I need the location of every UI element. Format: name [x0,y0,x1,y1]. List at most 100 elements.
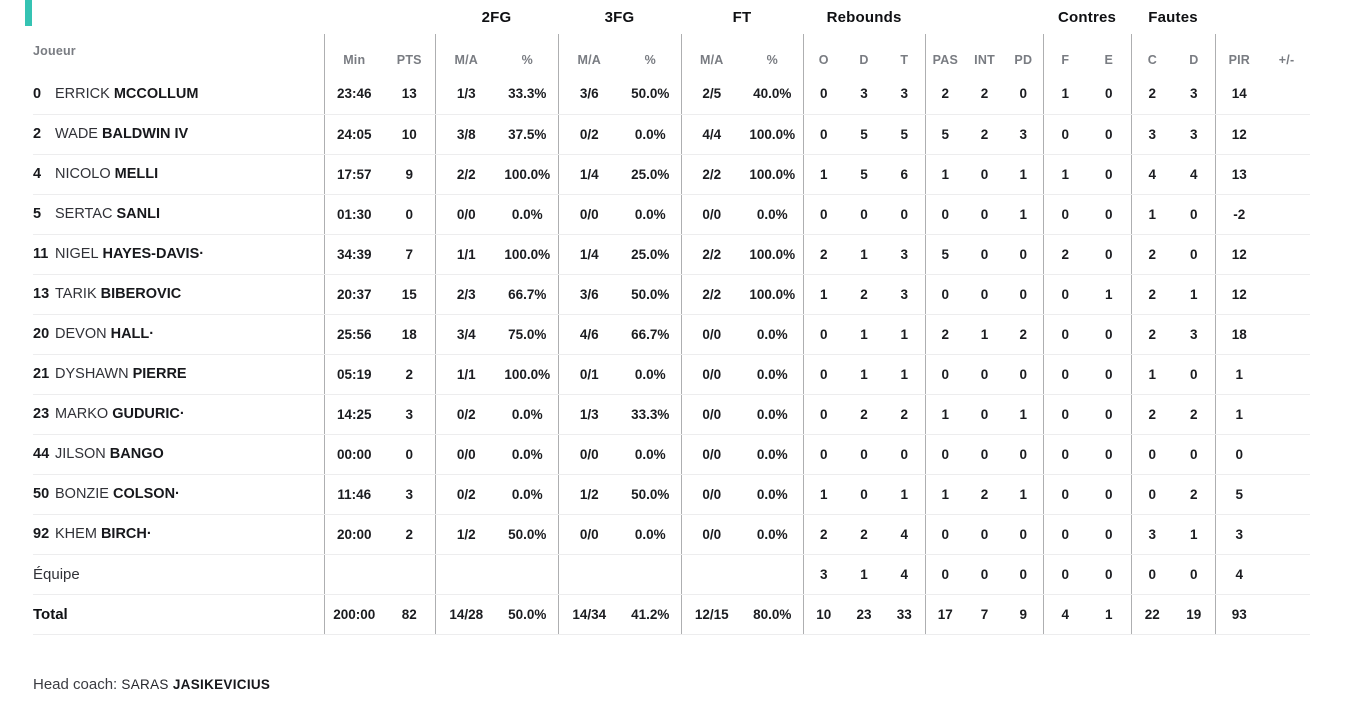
col-header-int: INT [974,53,995,67]
cell-fg3-ma: 4/6 [557,314,620,355]
cell-fg3-pct: 50.0% [620,274,681,315]
player-name-cell[interactable]: 5 SERTAC SANLI [33,194,324,235]
player-name-cell[interactable]: 23 MARKO GUDURIC· [33,394,324,435]
cell-plus-minus [1263,154,1311,195]
player-first-name: JILSON [55,446,106,462]
team-label: Équipe [33,554,324,595]
cell-foul-c: 2 [1130,74,1174,115]
player-name-cell[interactable]: 13 TARIK BIBEROVIC [33,274,324,315]
cell-blk-e: 0 [1087,354,1132,395]
player-row: 5 SERTAC SANLI 01:30 0 0/0 0.0% 0/0 0.0% 0/0 0.0%… [33,194,1311,235]
player-name-cell[interactable]: 2 WADE BALDWIN IV [33,114,324,155]
cell-pts: 2 [384,514,435,555]
cell-pts: 9 [384,154,435,195]
cell-min: 23:46 [323,74,384,115]
cell-fg2-ma: 1/1 [434,354,497,395]
cell-min: 14:25 [323,394,384,435]
col-group-2fg: 2FG [481,9,512,26]
player-last-name: HAYES-DAVIS· [102,246,205,262]
cell-pir: 5 [1214,474,1264,515]
cell-plus-minus [1263,394,1311,435]
player-name-cell[interactable]: 20 DEVON HALL· [33,314,324,355]
spacer [925,6,1043,34]
player-name-cell[interactable]: 92 KHEM BIRCH· [33,514,324,555]
player-number: 5 [33,206,42,222]
cell-blk-f: 0 [1042,274,1088,315]
col-header-min: Min [323,34,384,74]
cell-fg3-pct: 0.0% [620,194,681,235]
col-header-reb-o: O [802,34,845,74]
cell-blk-f: 0 [1042,194,1088,235]
cell-pd: 0 [1004,514,1044,555]
cell-fg2-ma: 1/2 [434,514,497,555]
cell-fg2-pct: 0.0% [497,434,558,475]
cell-fg3-ma: 1/2 [557,474,620,515]
cell-int: 0 [965,274,1005,315]
cell-ft-ma: 0/0 [680,354,742,395]
cell-pir: 3 [1214,514,1264,555]
cell-fg2-pct [497,554,558,595]
cell-pd: 0 [1004,434,1044,475]
cell-reb-o: 0 [802,434,845,475]
cell-pir: 18 [1214,314,1264,355]
cell-min: 01:30 [323,194,384,235]
cell-fg2-ma [434,554,497,595]
cell-reb-o: 2 [802,514,845,555]
cell-ft-pct: 0.0% [742,314,804,355]
cell-pd: 0 [1004,354,1044,395]
cell-ft-ma: 2/2 [680,234,742,275]
cell-foul-d: 3 [1173,314,1216,355]
cell-blk-e: 0 [1087,394,1132,435]
player-name-cell[interactable]: 21 DYSHAWN PIERRE [33,354,324,395]
player-name-cell[interactable]: 44 JILSON BANGO [33,434,324,475]
cell-reb-d: 2 [844,394,885,435]
player-number: 11 [33,246,49,262]
cell-ft-ma: 0/0 [680,514,742,555]
cell-plus-minus [1263,474,1311,515]
cell-foul-c: 3 [1130,514,1174,555]
cell-fg2-ma: 14/28 [434,594,497,635]
cell-ft-pct: 100.0% [742,234,804,275]
cell-blk-e: 0 [1087,474,1132,515]
cell-int: 0 [965,514,1005,555]
box-score-container: Joueur 2FG 3FG FT Rebounds Contres Faute… [33,6,1311,635]
cell-ft-pct: 0.0% [742,194,804,235]
cell-blk-e: 0 [1087,234,1132,275]
cell-plus-minus [1263,114,1311,155]
col-header-foul-d: D [1189,53,1199,67]
cell-min: 17:57 [323,154,384,195]
cell-pts: 82 [384,594,435,635]
cell-reb-d: 5 [844,154,885,195]
cell-ft-pct: 0.0% [742,394,804,435]
cell-plus-minus [1263,234,1311,275]
cell-fg2-pct: 100.0% [497,154,558,195]
cell-int: 7 [965,594,1005,635]
col-header-reb-d: D [859,53,869,67]
cell-fg3-ma: 1/4 [557,234,620,275]
cell-foul-c: 1 [1130,194,1174,235]
col-group-3fg: 3FG [604,9,635,26]
player-name-cell[interactable]: 0 ERRICK MCCOLLUM [33,74,324,115]
cell-blk-f: 4 [1042,594,1088,635]
player-name-cell[interactable]: 11 NIGEL HAYES-DAVIS· [33,234,324,275]
cell-fg3-pct: 25.0% [620,154,681,195]
player-name-cell[interactable]: 4 NICOLO MELLI [33,154,324,195]
cell-fg3-ma: 0/0 [557,514,620,555]
cell-ft-pct: 0.0% [742,474,804,515]
col-header-pas: PAS [924,34,966,74]
col-header-3fg-pct: % [644,53,656,67]
cell-ft-ma: 0/0 [680,474,742,515]
player-row: 11 NIGEL HAYES-DAVIS· 34:39 7 1/1 100.0% 1/4 25… [33,234,1311,275]
player-last-name: GUDURIC· [112,406,185,422]
cell-reb-t: 1 [884,314,926,355]
box-score-table: Joueur 2FG 3FG FT Rebounds Contres Faute… [33,6,1311,635]
cell-ft-ma: 2/2 [680,154,742,195]
player-first-name: BONZIE [55,486,109,502]
cell-ft-ma: 2/5 [680,74,742,115]
cell-reb-o: 0 [802,114,845,155]
cell-ft-ma: 0/0 [680,394,742,435]
player-name-cell[interactable]: 50 BONZIE COLSON· [33,474,324,515]
cell-fg2-pct: 0.0% [497,194,558,235]
player-first-name: SERTAC [55,206,113,222]
cell-pir: 12 [1214,234,1264,275]
